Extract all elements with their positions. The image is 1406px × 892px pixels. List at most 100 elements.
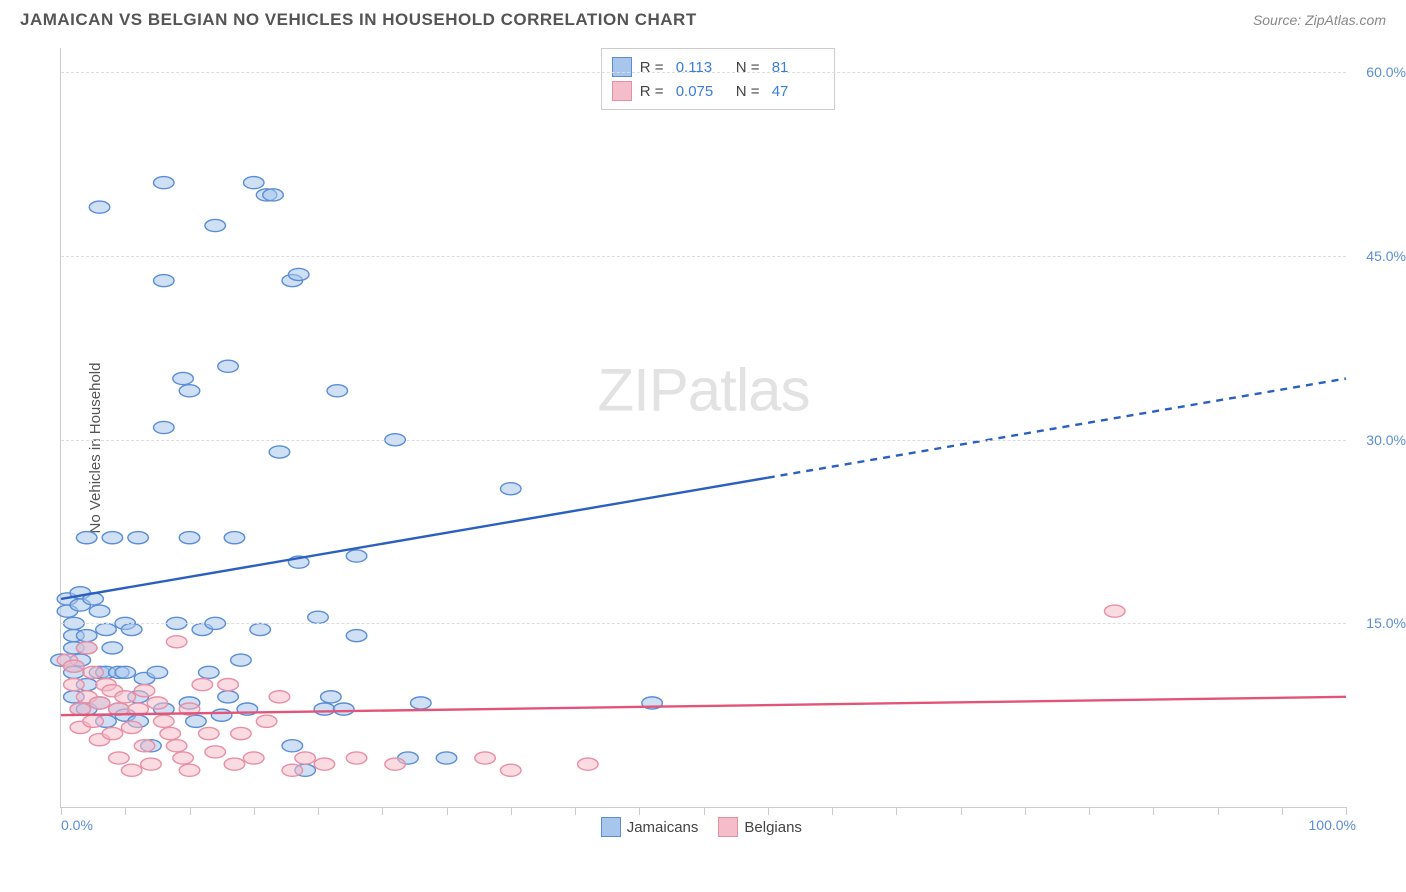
data-point <box>154 177 175 189</box>
data-point <box>269 691 290 703</box>
x-tick <box>1282 807 1283 815</box>
legend-swatch <box>718 817 738 837</box>
data-point <box>89 605 110 617</box>
legend-item: Jamaicans <box>601 817 699 837</box>
data-point <box>218 691 239 703</box>
data-point <box>134 685 155 697</box>
data-point <box>205 746 226 758</box>
data-point <box>411 697 432 709</box>
data-point <box>64 679 85 691</box>
x-tick <box>318 807 319 815</box>
data-point <box>89 697 110 709</box>
x-tick <box>1346 807 1347 815</box>
legend-label: Jamaicans <box>627 819 699 836</box>
x-tick <box>896 807 897 815</box>
x-tick <box>61 807 62 815</box>
y-tick-label: 15.0% <box>1351 615 1406 631</box>
x-tick <box>575 807 576 815</box>
x-tick <box>832 807 833 815</box>
x-tick <box>125 807 126 815</box>
x-tick <box>447 807 448 815</box>
data-point <box>147 666 168 678</box>
data-point <box>76 532 97 544</box>
x-tick <box>1025 807 1026 815</box>
data-point <box>250 623 271 635</box>
data-point <box>346 752 367 764</box>
data-point <box>96 623 117 635</box>
x-tick-label: 0.0% <box>61 817 93 833</box>
data-point <box>321 691 342 703</box>
data-point <box>282 740 303 752</box>
x-tick <box>1218 807 1219 815</box>
data-point <box>102 532 123 544</box>
data-point <box>218 679 239 691</box>
data-point <box>256 715 277 727</box>
legend-r-value: 0.075 <box>676 83 728 100</box>
data-point <box>83 666 104 678</box>
x-tick <box>511 807 512 815</box>
data-point <box>205 219 226 231</box>
legend-stat-row: R =0.075N =47 <box>612 79 824 103</box>
data-point <box>179 532 200 544</box>
data-point <box>263 189 284 201</box>
data-point <box>231 654 252 666</box>
data-point <box>218 360 239 372</box>
data-point <box>121 764 142 776</box>
legend-n-label: N = <box>736 83 764 100</box>
data-point <box>308 611 329 623</box>
trend-line <box>61 478 768 599</box>
data-point <box>109 752 130 764</box>
data-point <box>295 752 316 764</box>
data-point <box>70 703 91 715</box>
data-point <box>198 666 219 678</box>
data-point <box>134 740 155 752</box>
data-point <box>76 642 97 654</box>
legend-item: Belgians <box>718 817 802 837</box>
legend-label: Belgians <box>744 819 802 836</box>
x-tick <box>382 807 383 815</box>
legend-r-label: R = <box>640 83 668 100</box>
x-tick <box>1089 807 1090 815</box>
legend-stat-row: R =0.113N =81 <box>612 55 824 79</box>
data-point <box>211 709 232 721</box>
x-tick <box>768 807 769 815</box>
data-point <box>128 532 149 544</box>
data-point <box>192 679 213 691</box>
data-point <box>102 642 123 654</box>
data-point <box>160 727 181 739</box>
data-point <box>115 691 136 703</box>
gridline <box>61 72 1346 73</box>
data-point <box>578 758 599 770</box>
data-point <box>89 201 110 213</box>
legend-swatch <box>601 817 621 837</box>
x-tick <box>961 807 962 815</box>
data-point <box>198 727 219 739</box>
data-point <box>154 275 175 287</box>
data-point <box>346 630 367 642</box>
data-point <box>269 446 290 458</box>
data-point <box>314 758 335 770</box>
data-point <box>327 385 348 397</box>
legend-stats: R =0.113N =81R =0.075N =47 <box>601 48 835 110</box>
data-point <box>1104 605 1125 617</box>
gridline <box>61 440 1346 441</box>
data-point <box>115 666 136 678</box>
data-point <box>179 764 200 776</box>
data-point <box>141 758 162 770</box>
legend-swatch <box>612 57 632 77</box>
data-point <box>333 703 354 715</box>
data-point <box>314 703 335 715</box>
data-point <box>166 740 187 752</box>
data-point <box>147 697 168 709</box>
data-point <box>179 385 200 397</box>
x-tick <box>639 807 640 815</box>
gridline <box>61 623 1346 624</box>
data-point <box>173 372 194 384</box>
x-tick <box>1153 807 1154 815</box>
legend-swatch <box>612 81 632 101</box>
plot-svg <box>61 48 1346 807</box>
data-point <box>500 483 521 495</box>
x-tick <box>704 807 705 815</box>
data-point <box>500 764 521 776</box>
data-point <box>64 660 85 672</box>
